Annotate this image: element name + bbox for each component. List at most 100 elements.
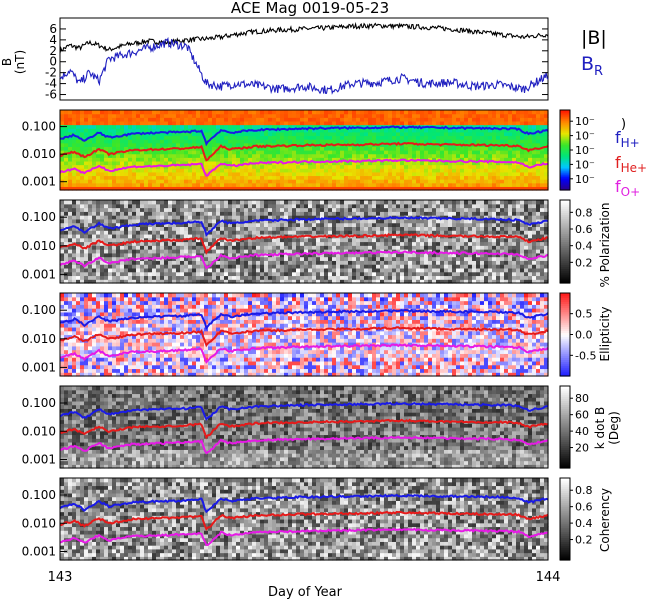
spectrogram-cell — [308, 160, 313, 166]
spectrogram-cell — [88, 142, 93, 147]
spectrogram-cell — [356, 200, 361, 205]
spectrogram-cell — [448, 175, 453, 180]
spectrogram-cell — [80, 222, 85, 228]
spectrogram-cell — [240, 150, 245, 155]
spectrogram-cell — [180, 249, 185, 254]
spectrogram-cell — [248, 279, 253, 284]
spectrogram-cell — [100, 211, 105, 216]
spectrogram-cell — [352, 128, 357, 133]
spectrogram-cell — [336, 179, 341, 184]
spectrogram-cell — [84, 252, 89, 258]
spectrogram-cell — [220, 264, 225, 269]
spectrogram-cell — [436, 124, 441, 129]
spectrogram-cell — [256, 135, 261, 140]
spectrogram-cell — [84, 264, 89, 269]
spectrogram-cell — [252, 131, 257, 137]
spectrogram-cell — [132, 218, 137, 224]
spectrogram-cell — [168, 150, 173, 155]
spectrogram-cell — [272, 117, 277, 122]
spectrogram-cell — [156, 211, 161, 216]
spectrogram-cell — [76, 128, 81, 133]
spectrogram-cell — [472, 153, 477, 158]
spectrogram-cell — [332, 264, 337, 269]
spectrogram-cell — [220, 146, 225, 151]
spectrogram-cell — [272, 275, 277, 280]
spectrogram-cell — [264, 264, 269, 269]
spectrogram-cell — [424, 275, 429, 280]
spectrogram-cell — [64, 200, 69, 205]
spectrogram-cell — [88, 157, 93, 162]
spectrogram-cell — [252, 146, 257, 151]
spectrogram-cell — [68, 200, 73, 205]
spectrogram-cell — [320, 264, 325, 269]
spectrogram-cell — [380, 135, 385, 140]
spectrogram-cell — [144, 226, 149, 231]
spectrogram-cell — [208, 207, 213, 212]
spectrogram-cell — [232, 142, 237, 147]
spectrogram-cell — [360, 260, 365, 265]
spectrogram-cell — [352, 164, 357, 169]
spectrogram-cell — [452, 168, 457, 173]
spectrogram-cell — [248, 131, 253, 137]
spectrogram-cell — [272, 171, 277, 177]
spectrogram-cell — [480, 139, 485, 144]
spectrogram-cell — [288, 146, 293, 151]
spectrogram-cell — [340, 200, 345, 205]
spectrogram-cell — [104, 200, 109, 205]
spectrogram-cell — [208, 139, 213, 144]
spectrogram-cell — [440, 207, 445, 212]
spectrogram-cell — [460, 245, 465, 250]
spectrogram-cell — [92, 179, 97, 184]
spectrogram-cell — [136, 249, 141, 254]
spectrogram-cell — [248, 222, 253, 228]
spectrogram-cell — [128, 226, 133, 231]
spectrogram-cell — [356, 215, 361, 220]
spectrogram-cell — [340, 128, 345, 133]
spectrogram-cell — [340, 203, 345, 209]
spectrogram-cell — [288, 207, 293, 212]
spectrogram-cell — [112, 186, 117, 191]
spectrogram-cell — [392, 110, 397, 115]
spectrogram-cell — [492, 182, 497, 187]
spectrogram-cell — [332, 279, 337, 284]
spectrogram-cell — [356, 230, 361, 235]
spectrogram-cell — [284, 260, 289, 265]
spectrogram-cell — [284, 150, 289, 155]
spectrogram-cell — [284, 226, 289, 231]
spectrogram-cell — [208, 182, 213, 187]
spectrogram-cell — [292, 128, 297, 133]
spectrogram-cell — [208, 267, 213, 273]
spectrogram-cell — [136, 150, 141, 155]
colorbar-tick-label: 10⁻ — [575, 144, 595, 157]
spectrogram-cell — [368, 171, 373, 177]
spectrogram-cell — [412, 171, 417, 177]
spectrogram-cell — [92, 117, 97, 122]
spectrogram-cell — [288, 226, 293, 231]
spectrogram-cell — [204, 117, 209, 122]
spectrogram-cell — [172, 131, 177, 137]
spectrogram-cell — [220, 164, 225, 169]
spectrogram-cell — [472, 124, 477, 129]
spectrogram-cell — [76, 139, 81, 144]
spectrogram-cell — [396, 135, 401, 140]
spectrogram-cell — [172, 124, 177, 129]
spectrogram-cell — [140, 252, 145, 258]
spectrogram-cell — [152, 128, 157, 133]
spectrogram-cell — [384, 203, 389, 209]
spectrogram-cell — [128, 218, 133, 224]
spectrogram-cell — [480, 153, 485, 158]
spectrogram-cell — [456, 237, 461, 243]
spectrogram-cell — [432, 120, 437, 126]
spectrogram-cell — [384, 271, 389, 277]
spectrogram-cell — [376, 252, 381, 258]
spectrogram-cell — [388, 117, 393, 122]
spectrogram-cell — [224, 233, 229, 239]
spectrogram-cell — [252, 164, 257, 169]
spectrogram-cell — [224, 117, 229, 122]
spectrogram-cell — [388, 150, 393, 155]
spectrogram-cell — [112, 153, 117, 158]
spectrogram-cell — [396, 160, 401, 166]
spectrogram-cell — [484, 135, 489, 140]
spectrogram-cell — [296, 135, 301, 140]
spectrogram-cell — [452, 124, 457, 129]
